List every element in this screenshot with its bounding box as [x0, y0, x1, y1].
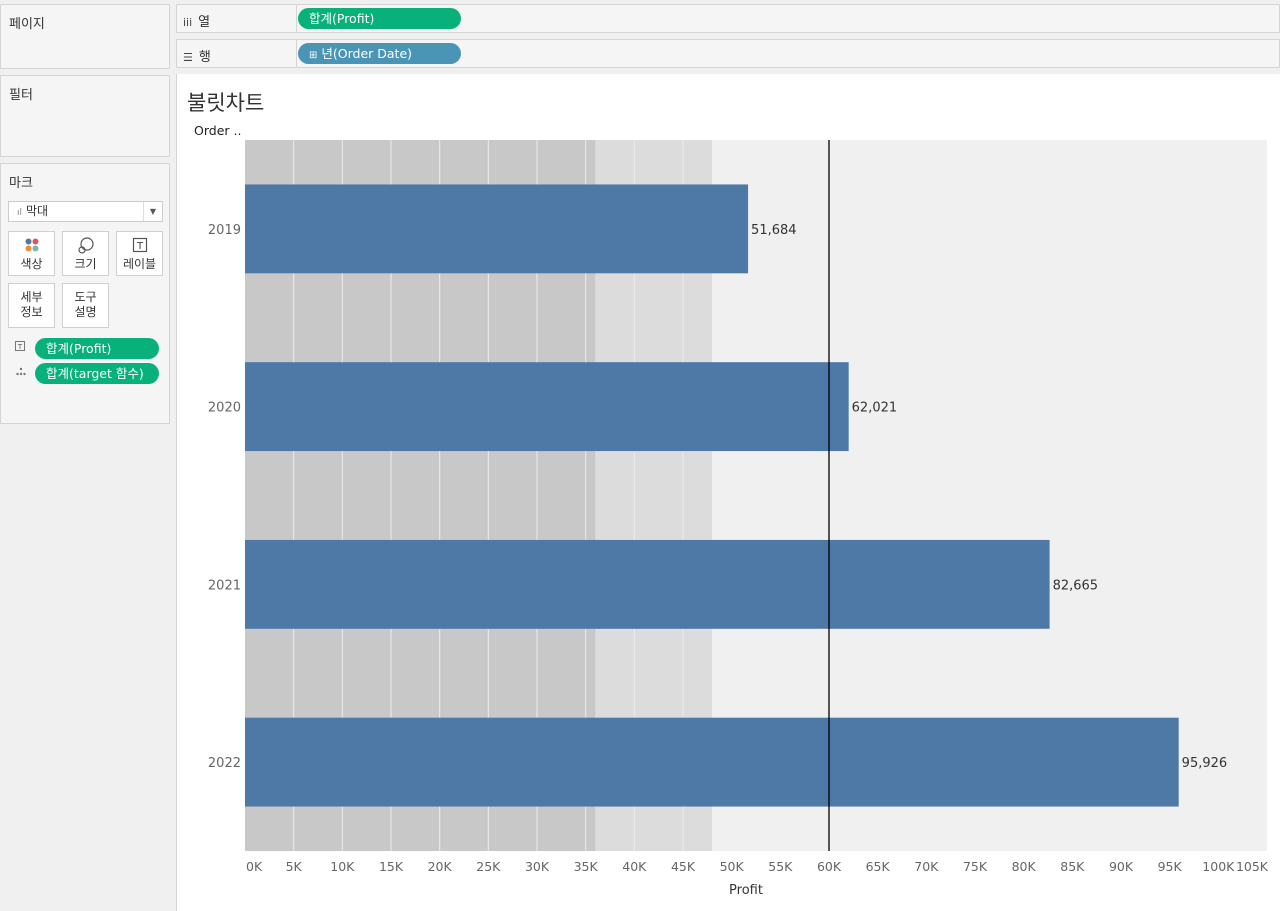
- bar-2019: [245, 184, 749, 274]
- category-label-2022: 2022: [208, 756, 241, 771]
- columns-label-text: 열: [198, 15, 211, 30]
- size-icon: [63, 237, 108, 257]
- filters-card[interactable]: 필터: [0, 75, 170, 157]
- x-tick-label: 95K: [1158, 859, 1183, 874]
- chevron-down-icon[interactable]: ▼: [143, 202, 162, 221]
- x-tick-label: 30K: [525, 859, 550, 874]
- x-tick-label: 40K: [622, 859, 647, 874]
- pages-title: 페이지: [9, 17, 45, 32]
- size-label: 크기: [74, 257, 97, 271]
- category-label-2021: 2021: [208, 578, 241, 593]
- size-button[interactable]: 크기: [62, 231, 109, 276]
- mark-type-value: 막대: [26, 204, 49, 218]
- category-label-2019: 2019: [208, 223, 241, 238]
- detail-label-line2: 정보: [20, 305, 43, 319]
- pages-card: 페이지: [0, 4, 170, 69]
- rows-shelf[interactable]: ☰ 행 ⊞ 년(Order Date): [176, 39, 1280, 68]
- rows-shelf-label: ☰ 행: [183, 46, 211, 65]
- detail-icon: [15, 366, 27, 379]
- tooltip-label-line1: 도구: [74, 290, 97, 304]
- row-header-order-date[interactable]: Order ..: [194, 123, 242, 138]
- filters-title: 필터: [9, 88, 33, 103]
- shelf-divider: [296, 5, 297, 32]
- label-label: 레이블: [122, 257, 157, 271]
- x-tick-label: 100K: [1202, 859, 1235, 874]
- x-tick-label: 80K: [1012, 859, 1037, 874]
- x-axis-title: Profit: [729, 883, 763, 898]
- columns-icon: iii: [183, 16, 193, 29]
- label-button[interactable]: T 레이블: [116, 231, 163, 276]
- data-label-2022: 95,926: [1182, 756, 1228, 771]
- field-pill-target[interactable]: 합계(target 함수): [35, 363, 159, 384]
- columns-shelf-label: iii 열: [183, 11, 210, 30]
- x-tick-label: 35K: [574, 859, 599, 874]
- x-tick-label: 90K: [1109, 859, 1134, 874]
- color-icon: [9, 237, 54, 257]
- text-label-icon: T: [117, 237, 162, 257]
- rows-label-text: 행: [198, 50, 211, 65]
- category-label-2020: 2020: [208, 401, 241, 416]
- bullet-chart: 51,684 2019 62,021 2020 82,665 2021 95,926 2022…: [208, 140, 1269, 898]
- color-label: 색상: [20, 257, 43, 271]
- label-icon: T: [15, 341, 27, 354]
- data-label-2021: 82,665: [1053, 578, 1099, 593]
- x-tick-label: 15K: [379, 859, 404, 874]
- x-tick-label: 75K: [963, 859, 988, 874]
- x-tick-label: 60K: [817, 859, 842, 874]
- x-tick-label: 50K: [720, 859, 745, 874]
- rows-pill-order-date[interactable]: ⊞ 년(Order Date): [298, 43, 461, 64]
- tooltip-button[interactable]: 도구 설명: [62, 283, 109, 328]
- svg-text:T: T: [135, 241, 143, 252]
- rows-icon: ☰: [183, 51, 193, 64]
- expand-icon: ⊞: [309, 50, 318, 61]
- sheet-title: 불릿차트: [187, 91, 265, 115]
- svg-text:T: T: [17, 343, 23, 351]
- x-tick-label: 85K: [1060, 859, 1085, 874]
- tooltip-label-line2: 설명: [74, 305, 97, 319]
- mark-type-dropdown[interactable]: ıl 막대 ▼: [8, 201, 163, 222]
- marks-card: 마크 ıl 막대 ▼ 색상 크기 T 레이블 세부 정보 도구 설명 T 합계(P…: [0, 163, 170, 424]
- columns-shelf[interactable]: iii 열 합계(Profit): [176, 4, 1280, 33]
- rows-pill-label: 년(Order Date): [321, 46, 413, 61]
- bar-2021: [245, 539, 1050, 629]
- x-tick-label: 105K: [1236, 859, 1269, 874]
- bar-2022: [245, 717, 1179, 807]
- x-tick-label: 45K: [671, 859, 696, 874]
- x-tick-label: 55K: [768, 859, 793, 874]
- marks-title: 마크: [9, 176, 33, 191]
- shelf-divider: [296, 40, 297, 67]
- data-label-2020: 62,021: [852, 401, 898, 416]
- x-tick-label: 70K: [914, 859, 939, 874]
- bar-2020: [245, 362, 849, 452]
- bar-chart-icon: ıl: [17, 208, 23, 218]
- x-tick-label: 25K: [476, 859, 501, 874]
- x-tick-label: 20K: [428, 859, 453, 874]
- data-label-2019: 51,684: [751, 223, 797, 238]
- x-tick-label: 0K: [246, 859, 263, 874]
- columns-pill-profit[interactable]: 합계(Profit): [298, 8, 461, 29]
- x-tick-label: 65K: [866, 859, 891, 874]
- x-tick-label: 5K: [286, 859, 303, 874]
- x-tick-label: 10K: [330, 859, 355, 874]
- color-button[interactable]: 색상: [8, 231, 55, 276]
- worksheet-view: 불릿차트 Order .. 51,684 2019 62,021 2020 82,665…: [176, 74, 1280, 911]
- field-pill-profit[interactable]: 합계(Profit): [35, 338, 159, 359]
- detail-label-line1: 세부: [20, 290, 43, 304]
- detail-button[interactable]: 세부 정보: [8, 283, 55, 328]
